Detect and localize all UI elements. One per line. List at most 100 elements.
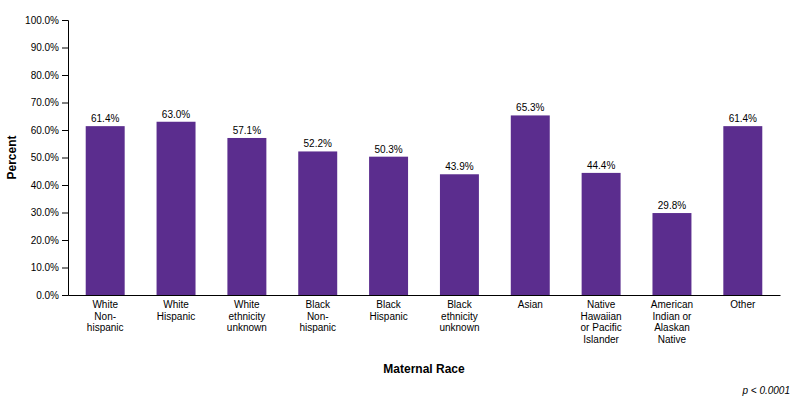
x-tick-label-line: Hawaiian (581, 311, 622, 322)
x-tick-label-line: unknown (227, 322, 267, 333)
x-tick-label: WhiteNon-hispanic (87, 299, 124, 333)
y-tick-mark (62, 75, 68, 76)
y-tick: 0.0% (36, 290, 68, 301)
x-tick-label-line: ethnicity (441, 311, 478, 322)
data-label: 63.0% (162, 109, 190, 120)
x-tick: Whiteethnicityunknown (227, 299, 267, 333)
y-tick-label: 0.0% (36, 290, 59, 301)
y-axis-title: Percent (5, 135, 19, 179)
bars (86, 115, 763, 295)
y-tick-label: 40.0% (31, 180, 59, 191)
data-label: 44.4% (587, 160, 615, 171)
x-tick-label-line: Hispanic (369, 311, 407, 322)
x-tick-label-line: Native (658, 334, 687, 345)
y-tick-label: 50.0% (31, 152, 59, 163)
y-tick-mark (62, 268, 68, 269)
bar (86, 126, 125, 295)
data-labels: 61.4% 63.0% 57.1% 52.2% 50.3% 43.9% 65.3% 44.4%… (91, 102, 757, 211)
x-tick-label-line: Non- (94, 311, 116, 322)
x-tick-label: AmericanIndian orAlaskanNative (651, 299, 693, 345)
annotation: p < 0.0001 (741, 385, 790, 396)
y-tick: 10.0% (31, 262, 68, 273)
y-tick: 40.0% (31, 180, 68, 191)
x-tick: AmericanIndian orAlaskanNative (651, 299, 693, 345)
y-tick-label: 60.0% (31, 125, 59, 136)
x-tick-label: BlackHispanic (369, 299, 407, 322)
x-tick-label-line: Alaskan (654, 322, 690, 333)
y-tick-label: 90.0% (31, 42, 59, 53)
x-tick-label-line: Islander (583, 334, 619, 345)
plot-area: 0.0% 10.0% 20.0% 30.0% 40.0% 50.0% 60.0% 70.0% 8… (5, 15, 781, 376)
x-tick: BlackNon-hispanic (299, 299, 336, 333)
y-tick-label: 10.0% (31, 262, 59, 273)
x-tick-label: BlackNon-hispanic (299, 299, 336, 333)
y-tick-label: 80.0% (31, 70, 59, 81)
x-tick-label-line: Hispanic (157, 311, 195, 322)
y-tick-label: 30.0% (31, 207, 59, 218)
data-label: 65.3% (516, 102, 544, 113)
x-tick-label-line: hispanic (299, 322, 336, 333)
x-tick-label-line: Black (376, 299, 401, 310)
y-tick: 20.0% (31, 235, 68, 246)
x-tick: BlackHispanic (369, 299, 407, 322)
bar (369, 157, 408, 295)
bar (298, 151, 337, 295)
x-axis: WhiteNon-hispanicWhiteHispanicWhiteethni… (69, 296, 781, 345)
y-tick-mark (62, 240, 68, 241)
y-tick-mark (62, 185, 68, 186)
x-tick-label-line: Asian (518, 299, 543, 310)
data-label: 52.2% (304, 138, 332, 149)
x-tick-label-line: Non- (307, 311, 329, 322)
data-label: 57.1% (233, 125, 261, 136)
data-label: 61.4% (91, 113, 119, 124)
x-tick-label-line: White (234, 299, 260, 310)
data-label: 43.9% (445, 161, 473, 172)
bar (582, 173, 621, 295)
chart-svg: 0.0% 10.0% 20.0% 30.0% 40.0% 50.0% 60.0% 70.0% 8… (0, 0, 800, 400)
x-tick-label: Blackethnicityunknown (439, 299, 479, 333)
x-tick-label-line: or Pacific (581, 322, 622, 333)
x-tick-label: Asian (518, 299, 543, 310)
y-tick-mark (62, 20, 68, 21)
y-tick: 70.0% (31, 97, 68, 108)
y-axis: 0.0% 10.0% 20.0% 30.0% 40.0% 50.0% 60.0% 70.0% 8… (25, 15, 68, 301)
x-tick-label-line: unknown (439, 322, 479, 333)
y-tick-mark (62, 130, 68, 131)
x-tick-label: NativeHawaiianor PacificIslander (581, 299, 622, 345)
y-tick: 90.0% (31, 42, 68, 53)
x-tick: Blackethnicityunknown (439, 299, 479, 333)
x-tick: WhiteHispanic (157, 299, 195, 322)
y-tick-label: 70.0% (31, 97, 59, 108)
x-tick-label-line: White (163, 299, 189, 310)
y-tick: 30.0% (31, 207, 68, 218)
x-tick-label: Whiteethnicityunknown (227, 299, 267, 333)
x-tick-label-line: Black (306, 299, 331, 310)
y-tick-mark (62, 295, 68, 296)
x-tick-label-line: White (92, 299, 118, 310)
x-tick-label: Other (730, 299, 756, 310)
bar (227, 138, 266, 295)
x-tick: Asian (518, 299, 543, 310)
y-tick-mark (62, 158, 68, 159)
x-tick-label-line: Indian or (652, 311, 692, 322)
bar (723, 126, 762, 295)
data-label: 50.3% (374, 144, 402, 155)
x-tick-label-line: Other (730, 299, 756, 310)
y-tick: 80.0% (31, 70, 68, 81)
bar (511, 115, 550, 295)
y-tick: 50.0% (31, 152, 68, 163)
data-label: 29.8% (658, 200, 686, 211)
chart-container: 0.0% 10.0% 20.0% 30.0% 40.0% 50.0% 60.0% 70.0% 8… (0, 0, 800, 400)
x-tick-label-line: Black (447, 299, 472, 310)
x-tick: WhiteNon-hispanic (87, 299, 124, 333)
x-tick-label-line: Native (587, 299, 616, 310)
y-tick-label: 20.0% (31, 235, 59, 246)
x-tick: Other (730, 299, 756, 310)
y-tick-mark (62, 103, 68, 104)
bar (157, 122, 196, 295)
y-tick: 60.0% (31, 125, 68, 136)
y-tick: 100.0% (25, 15, 68, 26)
y-tick-mark (62, 213, 68, 214)
bar (440, 174, 479, 295)
x-tick-label: WhiteHispanic (157, 299, 195, 322)
